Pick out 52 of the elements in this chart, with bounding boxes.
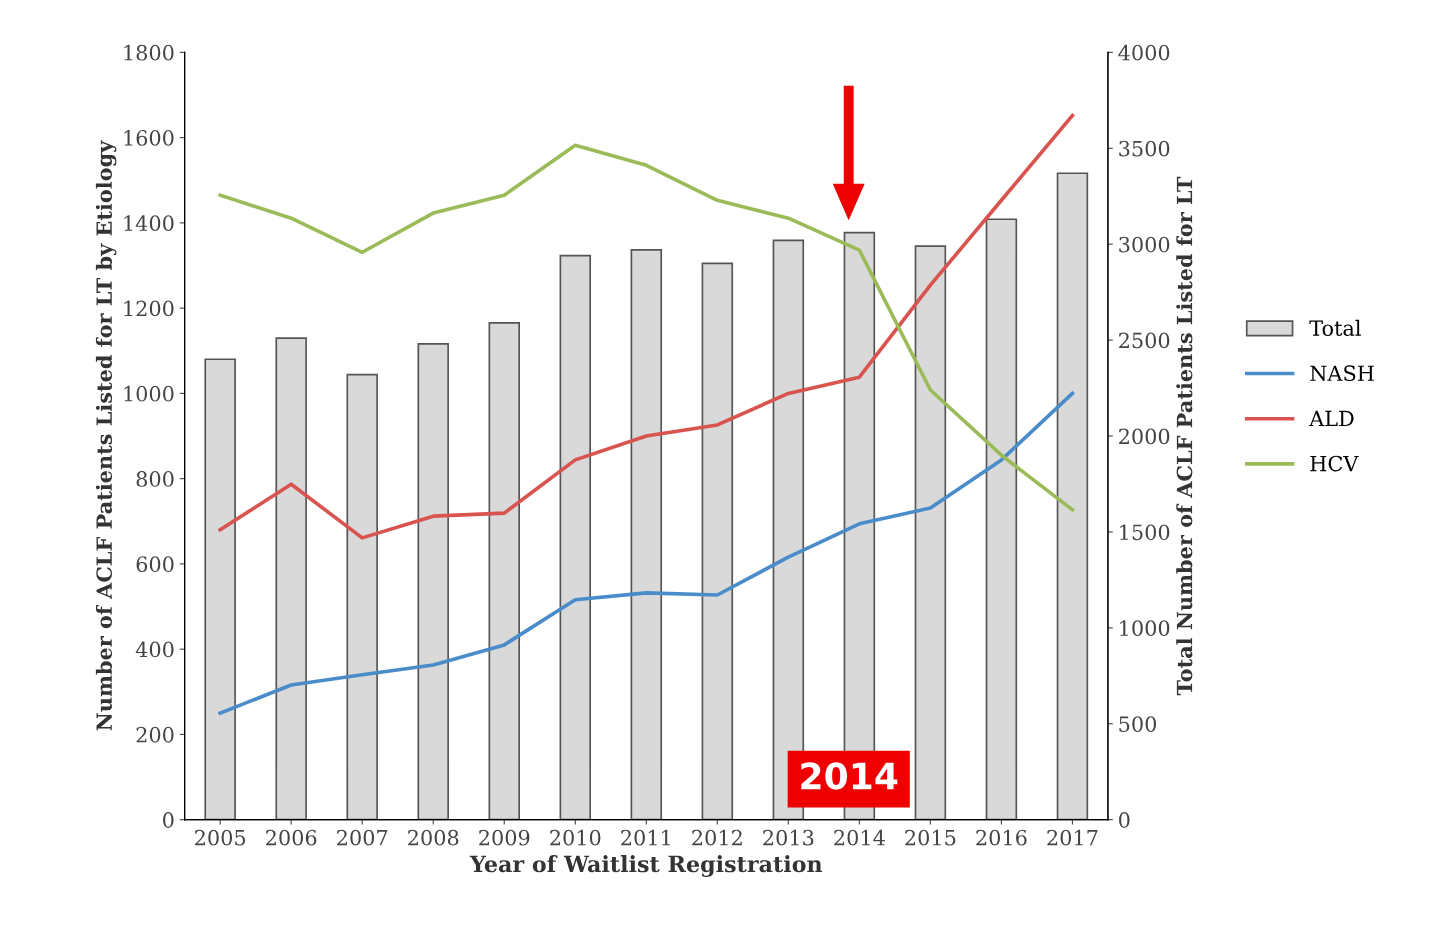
bar [346, 373, 378, 820]
x-tick-label: 2006 [266, 829, 317, 846]
x-tick-label: 2015 [905, 829, 956, 846]
x-tick-label: 2008 [408, 829, 459, 846]
x-tick-label: 2014 [834, 829, 885, 846]
y2-tick-label: 1000 [1120, 620, 1170, 637]
bar [914, 245, 947, 820]
bar [275, 337, 307, 820]
bar [630, 249, 663, 820]
y-tick-label: 800 [136, 471, 174, 487]
y2-tick-label: 3500 [1119, 140, 1170, 157]
legend-label: Total [1309, 319, 1361, 336]
y2-tick-label: 3000 [1119, 236, 1170, 253]
y-tick-label: 0 [163, 812, 174, 828]
legend-label: NASH [1310, 365, 1374, 382]
y-tick-label: 200 [136, 726, 174, 743]
x-tick-label: 2007 [337, 829, 388, 846]
bar [559, 254, 592, 820]
x-tick-label: 2005 [195, 829, 246, 846]
x-tick-label: 2016 [976, 829, 1027, 846]
x-axis-title: Year of Waitlist Registration [469, 855, 823, 877]
y2-tick-label: 2500 [1119, 332, 1170, 349]
y-tick-label: 1200 [124, 300, 174, 317]
legend-label: HCV [1310, 455, 1359, 472]
y-tick-label: 600 [136, 556, 174, 573]
y2-tick-label: 500 [1119, 716, 1157, 732]
line-series [218, 391, 1075, 715]
y2-axis-title: Total Number of ACLF Patients Listed for LT [1176, 176, 1193, 696]
bar [701, 262, 734, 820]
x-tick-label: 2017 [1047, 829, 1098, 846]
bar [488, 322, 521, 820]
bar [204, 358, 236, 820]
y2-tick-label: 4000 [1118, 44, 1170, 61]
x-tick-label: 2010 [550, 829, 601, 846]
x-tick-label: 2012 [692, 829, 742, 846]
y2-tick-label: 2000 [1119, 428, 1170, 445]
y2-tick-label: 0 [1119, 812, 1130, 828]
x-tick-label: 2011 [621, 829, 670, 846]
legend-label: ALD [1309, 410, 1354, 426]
y2-tick-label: 1500 [1120, 524, 1170, 541]
y-tick-label: 400 [135, 641, 174, 658]
x-tick-label: 2009 [479, 829, 530, 846]
annotation: 2014 [801, 762, 898, 790]
bar [417, 343, 449, 820]
y-axis-title: Number of ACLF Patients Listed for LT by Etiology [95, 140, 117, 731]
bar [985, 218, 1018, 820]
bar [1056, 172, 1089, 820]
y-tick-label: 1800 [124, 44, 174, 61]
y-tick-label: 1400 [124, 215, 174, 232]
y-tick-label: 1000 [124, 385, 174, 402]
x-tick-label: 2013 [763, 829, 814, 846]
y-tick-label: 1600 [124, 130, 174, 146]
